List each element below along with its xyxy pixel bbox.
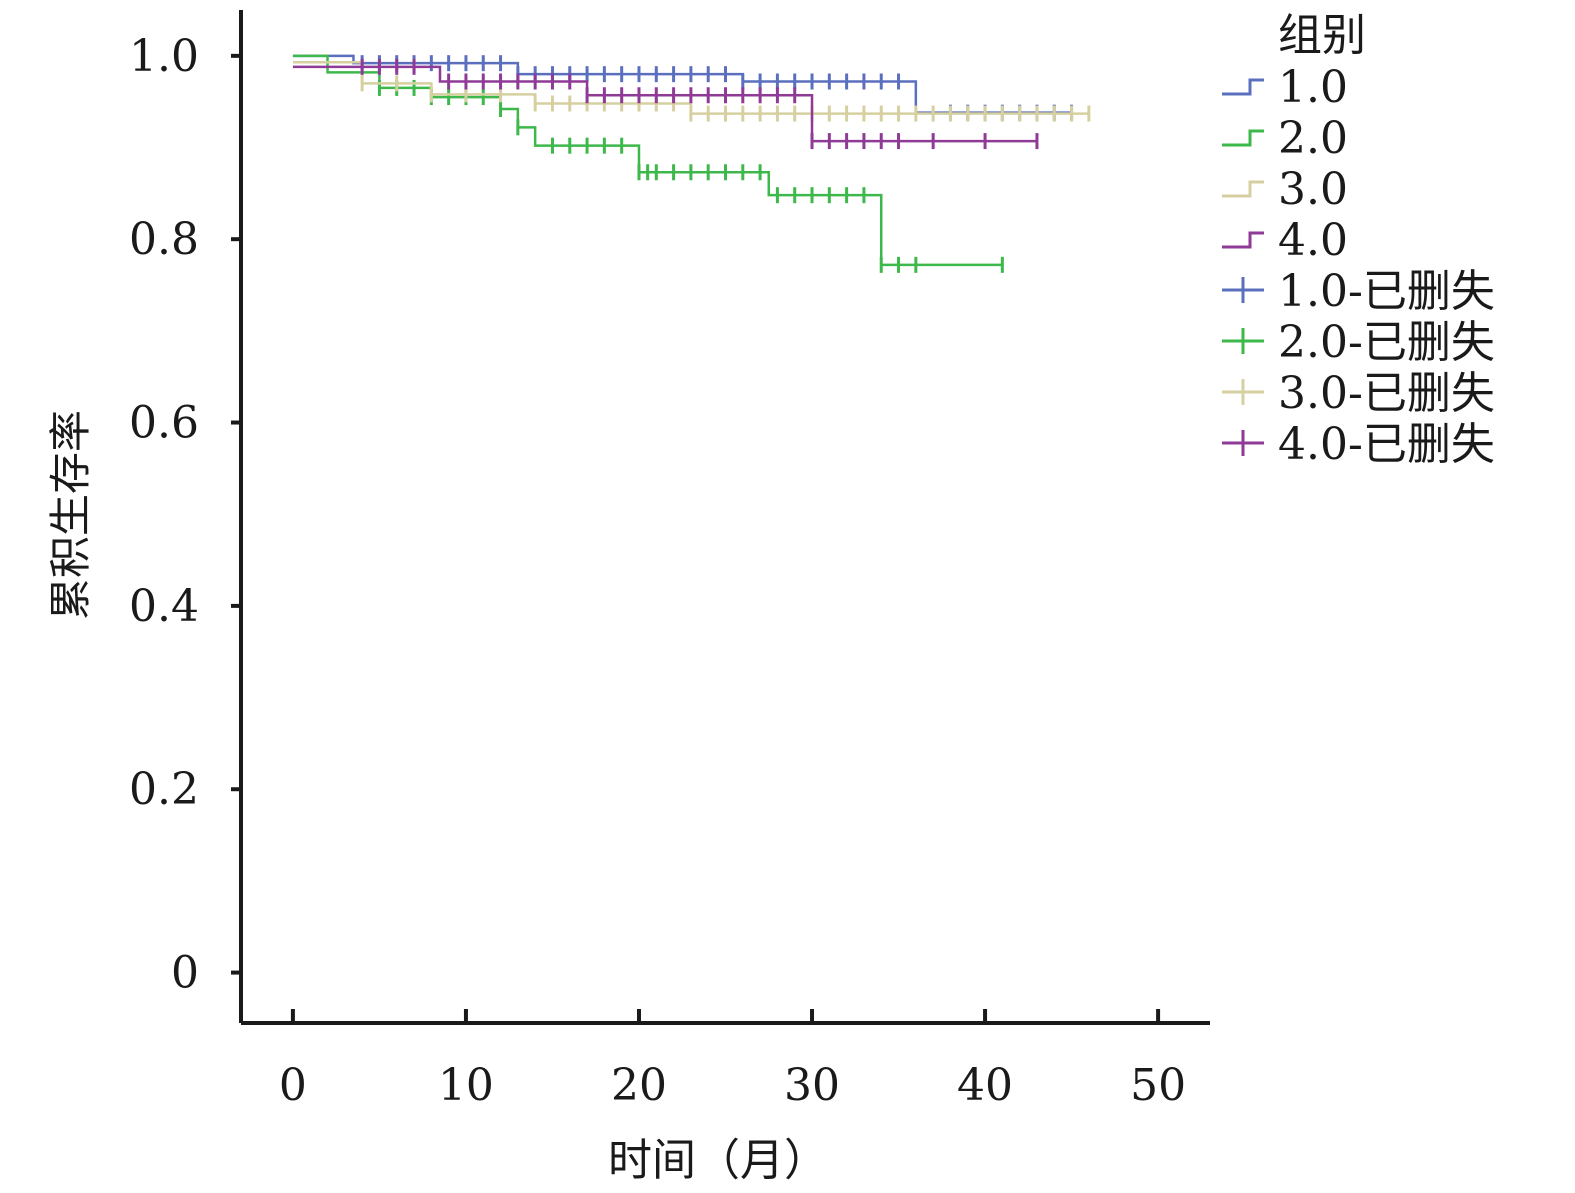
legend-label: 4.0-已删失	[1278, 419, 1495, 470]
legend-censor-swatch	[1222, 277, 1264, 303]
y-tick-label: 0.6	[129, 398, 199, 449]
series-2.0	[292, 54, 1004, 273]
x-tick-label: 40	[957, 1060, 1013, 1111]
axes: 0 0.2 0.4 0.6 0.8 1.0 0 10 20 30 40 50	[129, 10, 1210, 1111]
survival-line-2.0	[292, 54, 1003, 267]
y-tick-label: 0.2	[129, 764, 199, 815]
legend-label: 2.0	[1278, 113, 1348, 164]
legend-label: 3.0	[1278, 164, 1348, 215]
legend-label: 1.0-已删失	[1278, 266, 1495, 317]
legend-censor-swatch	[1222, 328, 1264, 354]
series-4.0	[292, 58, 1039, 150]
y-tick-label: 0.8	[129, 214, 199, 265]
y-tick-label: 0	[171, 948, 199, 999]
x-tick-label: 20	[611, 1060, 667, 1111]
x-tick-label: 10	[438, 1060, 494, 1111]
legend-line-swatch	[1222, 129, 1264, 147]
legend-censor-swatch	[1222, 430, 1264, 456]
legend-label: 3.0-已删失	[1278, 368, 1495, 419]
legend-label: 2.0-已删失	[1278, 317, 1495, 368]
legend: 组别 1.02.03.04.01.0-已删失2.0-已删失3.0-已删失4.0-…	[1222, 10, 1495, 470]
y-axis-title: 累积生存率	[46, 410, 95, 620]
legend-label: 4.0	[1278, 215, 1348, 266]
x-tick-label: 30	[784, 1060, 840, 1111]
survival-line-1.0	[292, 54, 1072, 114]
plot-area	[292, 54, 1091, 273]
x-axis-title: 时间（月）	[608, 1135, 828, 1186]
legend-line-swatch	[1222, 180, 1264, 198]
x-tick-label: 0	[279, 1060, 307, 1111]
y-tick-label: 0.4	[129, 581, 199, 632]
legend-label: 1.0	[1278, 62, 1348, 113]
legend-censor-swatch	[1222, 379, 1264, 405]
legend-line-swatch	[1222, 78, 1264, 96]
x-tick-label: 50	[1130, 1060, 1186, 1111]
legend-title: 组别	[1278, 10, 1366, 61]
y-tick-label: 1.0	[129, 31, 199, 82]
legend-line-swatch	[1222, 231, 1264, 249]
